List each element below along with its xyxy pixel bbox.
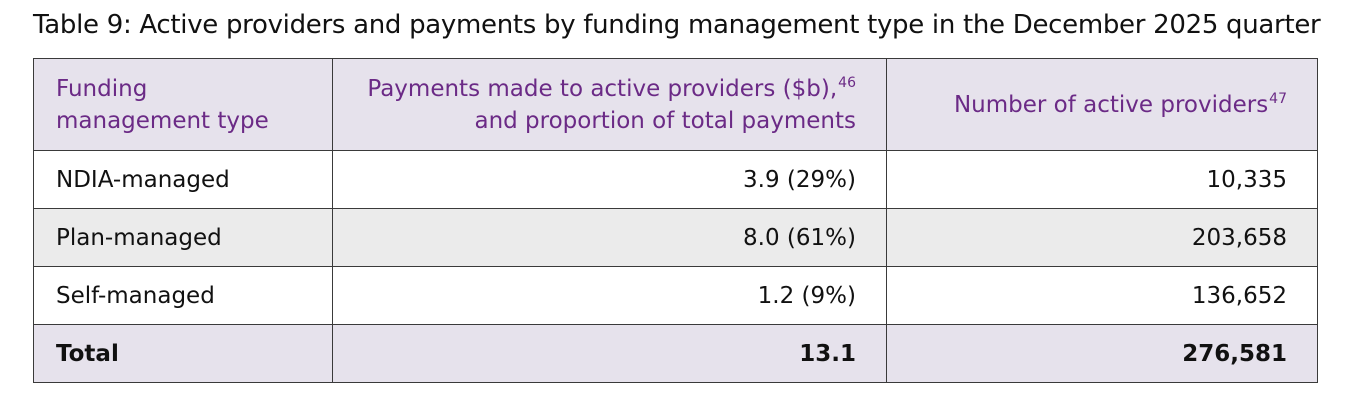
total-payments: 13.1 [332,324,887,383]
cell-providers: 10,335 [886,150,1318,209]
table-row: NDIA-managed 3.9 (29%) 10,335 [33,150,1318,209]
cell-funding-type: NDIA-managed [33,150,333,209]
cell-funding-type: Plan-managed [33,208,333,267]
header-payments: Payments made to active providers ($b),4… [332,58,887,151]
header-active-providers: Number of active providers47 [886,58,1318,151]
header-col2-line2: and proportion of total payments [474,107,856,134]
footnote-46: 46 [838,74,856,91]
cell-providers: 136,652 [886,266,1318,325]
cell-payments: 8.0 (61%) [332,208,887,267]
cell-payments: 3.9 (29%) [332,150,887,209]
footnote-47: 47 [1269,90,1287,107]
total-label: Total [33,324,333,383]
header-col1-line1: Funding [56,75,148,102]
total-row: Total 13.1 276,581 [33,324,1318,383]
table-row: Plan-managed 8.0 (61%) 203,658 [33,208,1318,267]
table-caption: Table 9: Active providers and payments b… [33,10,1321,40]
header-col1-line2: management type [56,107,269,134]
header-funding-management-type: Funding management type [33,58,333,151]
header-col2-line1: Payments made to active providers ($b), [367,75,838,102]
table-row: Self-managed 1.2 (9%) 136,652 [33,266,1318,325]
total-providers: 276,581 [886,324,1318,383]
cell-funding-type: Self-managed [33,266,333,325]
cell-payments: 1.2 (9%) [332,266,887,325]
cell-providers: 203,658 [886,208,1318,267]
header-col3-text: Number of active providers [953,91,1269,118]
header-row: Funding management type Payments made to… [33,58,1318,151]
funding-management-table: Funding management type Payments made to… [33,58,1318,383]
